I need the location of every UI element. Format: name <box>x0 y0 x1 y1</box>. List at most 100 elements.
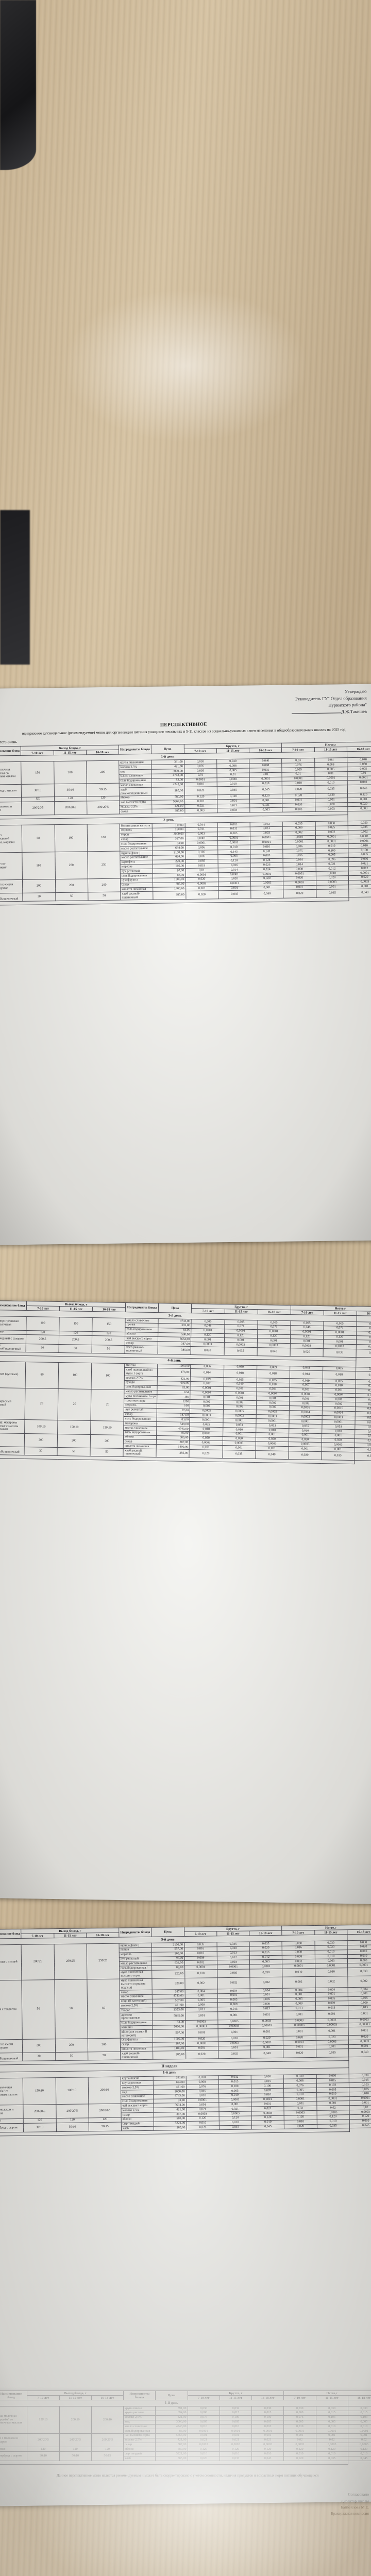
dish-name-cell: компот из смеси сухофруктов <box>0 2039 23 2054</box>
dish-yield-16-18-cell: 50\15 <box>89 2122 122 2132</box>
ingredient-price-cell: 173,00 <box>157 1368 191 1377</box>
column-header: Нетто,г <box>283 2391 371 2396</box>
brutto-11-15-cell: 0,035 <box>217 786 250 795</box>
netto-11-15-cell: 0,010 <box>315 2451 348 2457</box>
ingredient-price-cell: 387,00 <box>155 2442 188 2448</box>
ingredient-name-cell: хлеб <box>123 2456 156 2461</box>
dish-yield-7-10-cell: 100 <box>26 1316 60 1331</box>
dish-yield-11-15-cell: 200 <box>54 761 87 785</box>
table-row: яблоко120120120яблоко580,000,1200,1200,1… <box>0 2447 371 2452</box>
brutto-11-15-cell: 0,010 <box>219 2451 252 2457</box>
document-page-perspective-menu-tail: Наименование блюд Выход блюда, г Ингредиен… <box>0 2391 371 2576</box>
ingredient-name-cell: сахар <box>123 2442 156 2448</box>
netto-16-18-cell: 0,045 <box>349 2123 371 2128</box>
dish-yield-11-15-cell: 200\20\5 <box>56 2104 89 2119</box>
dish-yield-7-10-cell: 200\25 <box>21 1944 55 1980</box>
approval-block-page2: Утверждаю Руководитель ГУ" Отдел образов… <box>0 688 371 719</box>
netto-7-10-cell: 0,076 <box>283 2415 316 2420</box>
brutto-7-10-cell: 0,001 <box>185 2011 218 2021</box>
ingredient-name-cell: мука пшеничная высшего сорта <box>119 1970 153 1979</box>
brutto-16-18-cell: 0,0001 <box>251 2429 284 2434</box>
brutto-16-18-cell: 0,045 <box>251 2456 284 2461</box>
dish-name-cell: хлеб ржаной\пшеничный <box>0 1343 26 1352</box>
dish-yield-7-10-cell: 150\10 <box>27 2406 60 2434</box>
document-header-block: Утверждаю Руководитель ГУ" Отдел образов… <box>0 684 371 744</box>
ingredient-price-cell: 4743,00 <box>155 2424 188 2430</box>
brutto-7-10-cell: 0,010 <box>187 2424 220 2430</box>
dish-name-cell: яблоко <box>0 2447 28 2452</box>
netto-7-10-cell: 0,020 <box>283 2456 316 2461</box>
dish-yield-7-10-cell: 180 <box>22 852 55 880</box>
dish-yield-7-10-cell: 200\20\5 <box>27 2433 60 2448</box>
dish-name-cell: хлеб ржаной\пшеничный <box>0 1446 25 1455</box>
netto-11-15-cell: 0,005 <box>315 2419 348 2425</box>
column-header: Брутто, г <box>187 2391 284 2396</box>
ingredient-name-cell: чай высшего сорта <box>123 2433 156 2438</box>
dish-yield-16-18-cell: 200 <box>88 2038 121 2053</box>
dish-yield-11-15-cell: 120 <box>59 2447 92 2452</box>
netto-16-18-cell: 0,0001 <box>349 2096 371 2102</box>
netto-11-15-cell: 0,035 <box>316 2049 349 2058</box>
netto-7-10-cell: 0,010 <box>283 2451 316 2457</box>
brutto-7-10-cell: 0,002 <box>184 1977 217 1990</box>
dish-name-cell: соус красный основной <box>0 1387 26 1420</box>
netto-16-18-cell: 0,001 <box>347 2433 371 2438</box>
brutto-11-15-cell: 0,035 <box>224 1347 257 1356</box>
brutto-16-18-cell: 0,015 <box>251 2410 284 2416</box>
dish-yield-7-10-cell: 200\20\5 <box>21 801 55 816</box>
dish-yield-11-15-cell: 50\10 <box>56 2122 89 2132</box>
brutto-7-10-cell: 0,020 <box>189 1449 223 1459</box>
ingredient-price-cell: 385,00 <box>158 1346 191 1355</box>
netto-16-18-cell: 0,002 <box>347 1975 371 1988</box>
netto-7-10-cell: 0,020 <box>290 1348 324 1357</box>
dish-yield-16-18-cell: 50\15 <box>86 783 120 796</box>
perspective-menu-table-tail: Наименование блюд Выход блюда, г Ингредиен… <box>0 2391 371 2465</box>
netto-16-18-cell: 0,040 <box>348 889 371 897</box>
dish-name-cell: жаркое по-домашнему <box>0 852 23 880</box>
dish-yield-7-10-cell: 80 <box>25 1362 59 1389</box>
netto-16-18-cell: 0,010 <box>347 2424 371 2430</box>
ingredient-price-cell: 5221,00 <box>155 2451 188 2457</box>
brutto-7-10-cell: 0,030 <box>184 1969 217 1978</box>
column-header: 11-15 лет <box>219 2395 252 2401</box>
column-header: Цена <box>151 1927 184 1937</box>
perspective-menu-table-3: Наименование блюд Выход блюда, г Ингредиен… <box>0 1924 371 2137</box>
netto-11-15-cell: 0,02 <box>315 2437 348 2443</box>
netto-16-18-cell: 0,005 <box>347 2419 371 2425</box>
column-header: 16-18 лет <box>347 747 371 752</box>
netto-11-15-cell: 0,120 <box>315 2447 348 2452</box>
netto-11-15-cell: 0,001 <box>315 2433 348 2438</box>
netto-16-18-cell: 0,0003 <box>349 2109 371 2115</box>
netto-11-15-cell: 0,035 <box>323 1348 357 1358</box>
brutto-7-10-cell: 0,010 <box>187 2451 220 2457</box>
dish-yield-11-15-cell: 150\10 <box>57 1420 91 1435</box>
brutto-11-15-cell: 0,0003 <box>219 2442 252 2448</box>
netto-16-18-cell: 0,02 <box>347 2437 371 2443</box>
ingredient-price-cell: 385,00 <box>156 1449 190 1458</box>
dish-yield-7-10-cell: 200 <box>22 2039 56 2053</box>
ingredient-name-cell: крупа пшено <box>123 2406 156 2411</box>
ingredient-price-cell: 3000,00 <box>155 2419 188 2425</box>
netto-16-18-cell: 0,103 <box>349 2082 371 2088</box>
netto-7-10-cell: 0,020 <box>288 1451 322 1460</box>
dish-yield-7-10-cell: 30\10 <box>23 2123 57 2132</box>
netto-16-18-cell: 0,030 <box>348 2073 371 2079</box>
brutto-16-18-cell: 0,100 <box>251 2415 284 2420</box>
dish-yield-16-18-cell: 50\15 <box>91 2451 124 2461</box>
dish-yield-16-18-cell: 150\10 <box>90 1420 124 1435</box>
menu-table-body-3: 5-й день Суп-лапша с птицей 200\25 250\25 25… <box>0 1934 371 2137</box>
desk-dark-object-top <box>0 0 36 170</box>
column-header: Цена <box>151 744 184 754</box>
column-header: Наименование блюд <box>0 746 21 756</box>
column-header: Цена <box>158 1303 192 1313</box>
signature-underline-page2 <box>291 708 342 714</box>
dish-yield-16-18-cell: 200\20\5 <box>88 2104 122 2118</box>
dish-yield-16-18-cell: 150 <box>92 1317 126 1332</box>
table-header-row-2: 7-10 лет 11-15 лет 16-18 лет 7-10 лет 11-15 … <box>0 2395 371 2401</box>
netto-16-18-cell: 0,015 <box>349 2078 371 2083</box>
dish-yield-7-10-cell: 20 <box>25 1388 59 1420</box>
column-header: 16-18 лет <box>251 2395 284 2401</box>
table-row: каша молочная "Дружба" со сливочным масл… <box>0 2406 371 2434</box>
dish-name-cell: Суп-лапша с птицей <box>0 1944 22 1980</box>
dish-yield-7-10-cell: 200\20\5 <box>23 2105 56 2119</box>
